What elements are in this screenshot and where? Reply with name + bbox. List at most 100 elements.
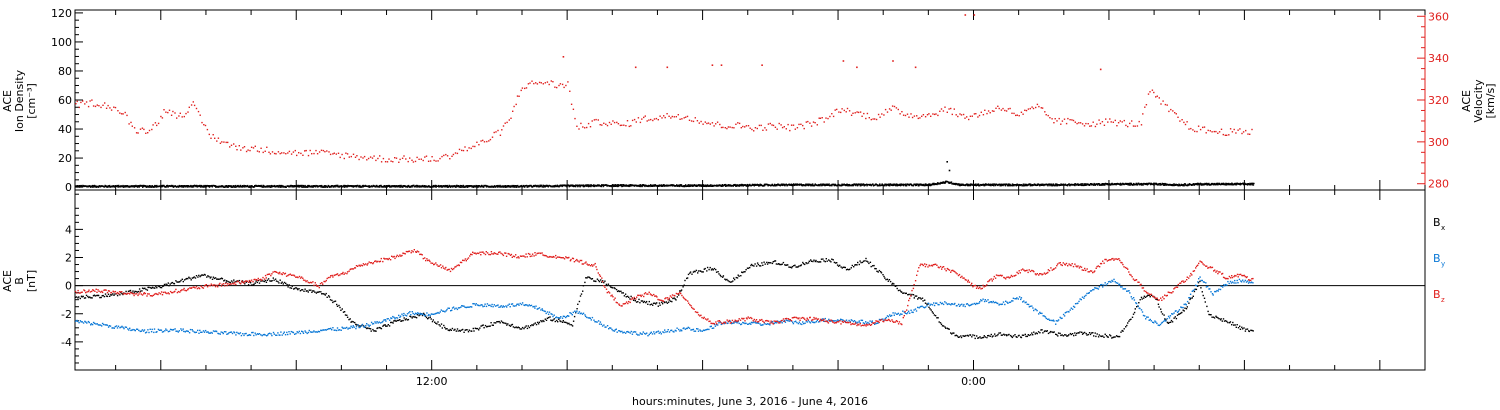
bx-point <box>1197 285 1199 287</box>
velocity-point <box>1188 128 1190 130</box>
velocity-point <box>932 113 934 115</box>
density-point <box>837 183 840 186</box>
velocity-point <box>785 128 787 130</box>
velocity-point <box>796 127 799 129</box>
density-point <box>466 185 468 187</box>
bx-point <box>158 285 161 288</box>
velocity-point <box>619 124 622 127</box>
velocity-point <box>1155 96 1157 98</box>
density-point <box>378 185 381 187</box>
bx-point <box>438 324 440 326</box>
bx-point <box>395 320 397 322</box>
bx-point <box>695 269 697 272</box>
velocity-point <box>554 86 556 88</box>
bottom-panel-frame <box>74 189 1426 371</box>
density-point <box>1103 184 1105 186</box>
bx-point <box>905 292 907 294</box>
by-point <box>80 321 82 323</box>
velocity-point <box>1060 123 1062 125</box>
velocity-point <box>223 141 225 143</box>
bx-point <box>854 264 856 266</box>
bx-point <box>860 261 862 264</box>
velocity-point <box>933 113 936 116</box>
velocity-point <box>559 83 562 85</box>
velocity-point <box>540 82 542 84</box>
velocity-point <box>937 114 939 117</box>
bx-point <box>1110 335 1112 337</box>
density-point <box>1042 184 1044 186</box>
density-point <box>833 183 835 186</box>
density-point <box>508 186 510 188</box>
velocity-point <box>769 122 771 125</box>
bx-point <box>156 287 158 289</box>
density-point <box>331 185 333 187</box>
density-point <box>296 184 298 187</box>
bx-point <box>616 290 619 293</box>
density-point <box>1218 182 1221 185</box>
bx-point <box>563 321 566 323</box>
density-point <box>593 185 596 188</box>
bx-point <box>482 324 484 326</box>
velocity-point <box>390 160 392 162</box>
by-point <box>165 328 167 330</box>
density-point <box>1209 183 1212 186</box>
velocity-point <box>1007 108 1010 110</box>
density-point <box>483 184 485 187</box>
bx-point <box>573 315 576 318</box>
velocity-point <box>926 114 929 116</box>
density-point <box>724 183 727 186</box>
bx-point <box>645 301 647 304</box>
density-point <box>581 185 584 187</box>
bx-point <box>386 325 388 327</box>
by-point <box>111 327 113 329</box>
density-point <box>553 185 556 187</box>
velocity-point <box>657 119 659 121</box>
bx-point <box>398 319 400 322</box>
bx-point <box>378 326 381 329</box>
density-point <box>543 184 545 187</box>
velocity-point <box>375 159 377 162</box>
velocity-point <box>840 111 842 114</box>
by-point <box>175 330 177 332</box>
bx-point <box>401 320 403 322</box>
bx-point <box>210 276 212 278</box>
density-point <box>1127 184 1129 186</box>
density-point <box>79 185 81 187</box>
density-point <box>343 184 345 187</box>
velocity-point <box>852 112 854 114</box>
bx-point <box>1221 320 1223 322</box>
velocity-point <box>311 153 313 155</box>
bx-point <box>325 292 327 295</box>
velocity-point <box>161 117 164 119</box>
density-point <box>1011 183 1014 185</box>
bx-point <box>597 279 600 282</box>
bx-point <box>1100 335 1103 338</box>
density-point <box>456 185 459 187</box>
bx-point <box>791 265 793 268</box>
bx-point <box>864 260 866 262</box>
density-point <box>876 184 878 186</box>
density-point <box>509 185 511 187</box>
density-point <box>597 184 599 187</box>
velocity-point <box>1083 125 1086 127</box>
density-point <box>136 186 139 188</box>
density-point <box>1193 184 1196 186</box>
bx-point <box>344 314 347 316</box>
bx-point <box>1033 331 1035 333</box>
density-point <box>756 184 759 186</box>
density-point <box>1083 183 1085 185</box>
velocity-point <box>441 155 443 158</box>
bx-point <box>406 319 409 321</box>
density-point <box>1217 183 1219 185</box>
density-point <box>556 184 559 186</box>
density-point <box>866 185 868 187</box>
bx-point <box>794 264 796 266</box>
bx-point <box>328 295 330 297</box>
bx-point <box>543 320 545 323</box>
bx-point <box>112 293 114 295</box>
velocity-point <box>201 121 203 124</box>
density-point <box>846 184 849 186</box>
density-point <box>690 185 693 187</box>
bx-point <box>175 280 177 282</box>
